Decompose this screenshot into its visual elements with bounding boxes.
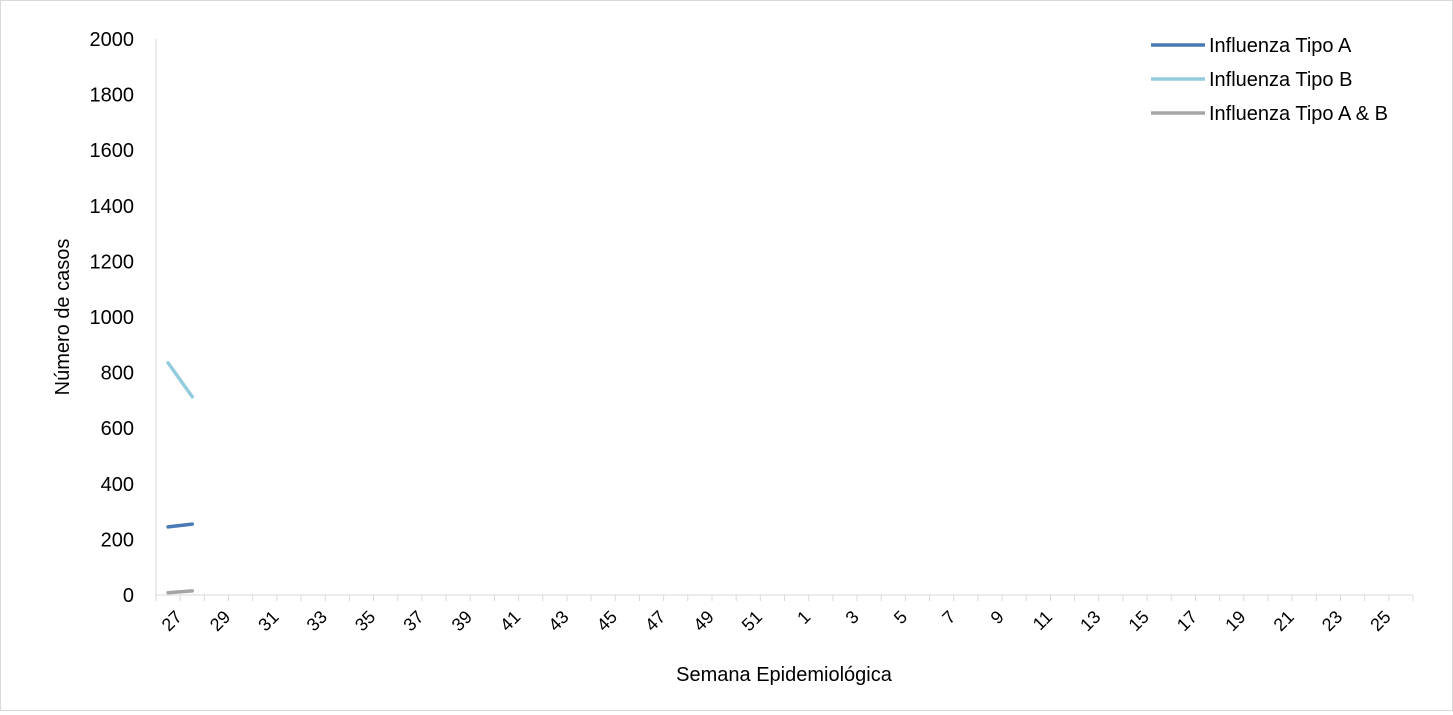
y-axis-label: Número de casos: [52, 239, 74, 396]
series-line-3: [166, 589, 195, 595]
x-tick-label: 19: [1221, 607, 1249, 635]
x-tick-label: 33: [303, 607, 331, 635]
x-axis-ticks: 27 29 31 33 35 37 39 41 43 45 47 49 51 1 3 5 7 9 11 13 15 17 1…: [155, 595, 1414, 635]
y-tick-label: 400: [101, 474, 134, 496]
x-tick-label: 15: [1125, 607, 1153, 635]
x-tick-label: 3: [842, 607, 863, 628]
series-lines: [166, 361, 195, 595]
x-tick-label: 9: [987, 607, 1008, 628]
x-tick-label: 51: [738, 607, 766, 635]
x-tick-label: 7: [938, 607, 959, 628]
y-tick-label: 1800: [90, 85, 135, 107]
y-axis-ticks: 0 200 400 600 800 1000 1200 1400 1600 1800 2000: [90, 29, 135, 607]
x-tick-label: 35: [351, 607, 379, 635]
y-tick-label: 800: [101, 363, 134, 385]
legend-label: Influenza Tipo A & B: [1209, 103, 1388, 125]
y-tick-label: 1600: [90, 140, 135, 162]
x-tick-label: 31: [254, 607, 282, 635]
y-tick-label: 1200: [90, 251, 135, 273]
legend-label: Influenza Tipo B: [1209, 69, 1352, 91]
x-tick-label: 1: [793, 607, 814, 628]
series-line-1: [166, 522, 195, 529]
x-tick-label: 43: [544, 607, 572, 635]
series-line-2: [166, 361, 195, 399]
y-tick-label: 600: [101, 418, 134, 440]
y-tick-label: 1400: [90, 196, 135, 218]
x-tick-label: 21: [1270, 607, 1298, 635]
x-tick-label: 41: [496, 607, 524, 635]
legend: Influenza Tipo A Influenza Tipo B Influenz…: [1151, 35, 1388, 125]
x-tick-label: 47: [641, 607, 669, 635]
x-tick-label: 17: [1173, 607, 1201, 635]
x-tick-label: 39: [448, 607, 476, 635]
x-tick-label: 45: [593, 607, 621, 635]
x-tick-label: 23: [1318, 607, 1346, 635]
y-tick-label: 1000: [90, 307, 135, 329]
legend-label: Influenza Tipo A: [1209, 35, 1352, 57]
x-tick-label: 13: [1076, 607, 1104, 635]
x-tick-label: 11: [1029, 607, 1056, 634]
x-tick-label: 27: [158, 607, 186, 635]
y-tick-label: 2000: [90, 29, 135, 51]
y-tick-label: 200: [101, 529, 134, 551]
x-tick-label: 37: [399, 607, 427, 635]
x-tick-label: 29: [206, 607, 234, 635]
x-axis-label: Semana Epidemiológica: [676, 664, 893, 686]
y-tick-label: 0: [123, 585, 134, 607]
x-tick-label: 49: [689, 607, 717, 635]
x-tick-label: 5: [890, 607, 911, 628]
x-tick-label: 25: [1366, 607, 1394, 635]
